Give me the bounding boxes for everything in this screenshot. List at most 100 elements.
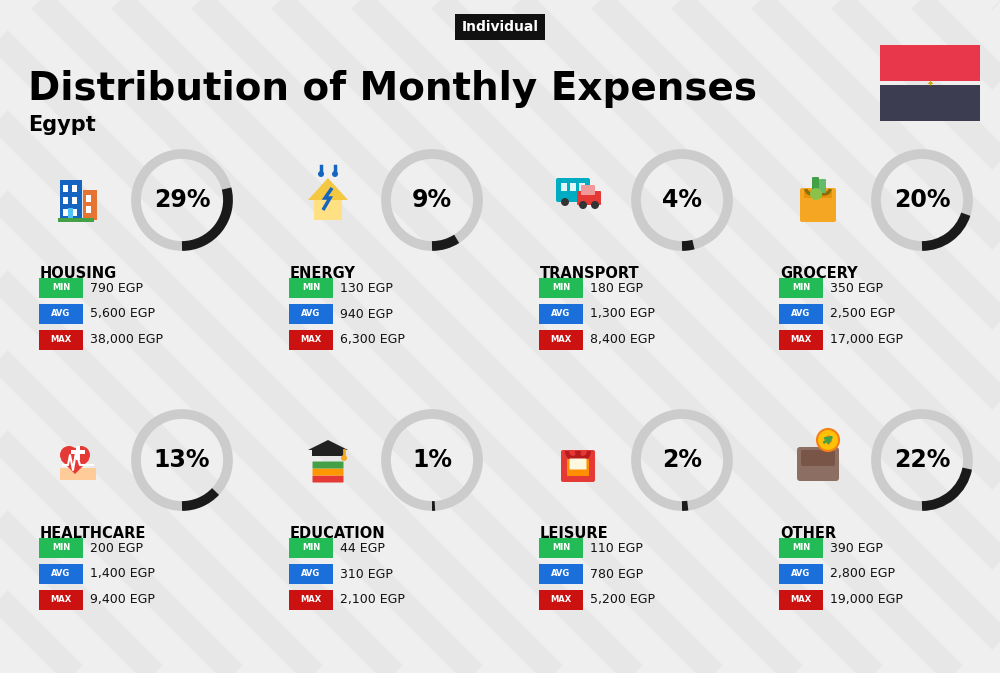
FancyBboxPatch shape bbox=[71, 450, 85, 454]
Text: MIN: MIN bbox=[552, 544, 570, 553]
Text: AVG: AVG bbox=[51, 569, 71, 579]
FancyBboxPatch shape bbox=[819, 179, 826, 193]
FancyBboxPatch shape bbox=[570, 183, 576, 191]
FancyBboxPatch shape bbox=[779, 304, 823, 324]
FancyBboxPatch shape bbox=[779, 330, 823, 350]
FancyBboxPatch shape bbox=[289, 278, 333, 298]
Text: 1,400 EGP: 1,400 EGP bbox=[90, 567, 155, 581]
Text: AVG: AVG bbox=[301, 569, 321, 579]
Text: 22%: 22% bbox=[894, 448, 950, 472]
Circle shape bbox=[72, 446, 90, 464]
FancyBboxPatch shape bbox=[880, 85, 980, 121]
FancyBboxPatch shape bbox=[561, 450, 595, 482]
Text: 44 EGP: 44 EGP bbox=[340, 542, 385, 555]
Text: MAX: MAX bbox=[300, 596, 322, 604]
Circle shape bbox=[332, 171, 338, 177]
FancyBboxPatch shape bbox=[289, 304, 333, 324]
Text: MIN: MIN bbox=[792, 544, 810, 553]
Text: 940 EGP: 940 EGP bbox=[340, 308, 393, 320]
FancyBboxPatch shape bbox=[39, 330, 83, 350]
FancyBboxPatch shape bbox=[312, 468, 344, 476]
Text: 780 EGP: 780 EGP bbox=[590, 567, 643, 581]
Text: AVG: AVG bbox=[791, 310, 811, 318]
Text: AVG: AVG bbox=[551, 310, 571, 318]
Circle shape bbox=[591, 201, 599, 209]
Text: 1,300 EGP: 1,300 EGP bbox=[590, 308, 655, 320]
Text: MIN: MIN bbox=[52, 283, 70, 293]
Text: 2%: 2% bbox=[662, 448, 702, 472]
Text: OTHER: OTHER bbox=[780, 526, 836, 541]
FancyBboxPatch shape bbox=[579, 183, 585, 191]
Text: MAX: MAX bbox=[50, 336, 72, 345]
Circle shape bbox=[341, 455, 347, 461]
Text: 790 EGP: 790 EGP bbox=[90, 281, 143, 295]
Text: MIN: MIN bbox=[792, 283, 810, 293]
Text: AVG: AVG bbox=[301, 310, 321, 318]
FancyBboxPatch shape bbox=[539, 278, 583, 298]
Text: 29%: 29% bbox=[154, 188, 210, 212]
Text: 6,300 EGP: 6,300 EGP bbox=[340, 334, 405, 347]
FancyBboxPatch shape bbox=[289, 590, 333, 610]
Text: MAX: MAX bbox=[550, 596, 572, 604]
FancyBboxPatch shape bbox=[312, 450, 344, 456]
Text: 20%: 20% bbox=[894, 188, 950, 212]
Circle shape bbox=[561, 198, 569, 206]
Text: 1%: 1% bbox=[412, 448, 452, 472]
Text: 5,600 EGP: 5,600 EGP bbox=[90, 308, 155, 320]
Text: $: $ bbox=[824, 435, 832, 445]
Circle shape bbox=[810, 188, 822, 200]
Text: 390 EGP: 390 EGP bbox=[830, 542, 883, 555]
FancyBboxPatch shape bbox=[539, 304, 583, 324]
FancyBboxPatch shape bbox=[39, 538, 83, 558]
FancyBboxPatch shape bbox=[60, 180, 82, 220]
FancyBboxPatch shape bbox=[58, 218, 94, 222]
FancyBboxPatch shape bbox=[804, 190, 832, 198]
Text: ENERGY: ENERGY bbox=[290, 266, 356, 281]
FancyBboxPatch shape bbox=[312, 476, 344, 483]
Text: Distribution of Monthly Expenses: Distribution of Monthly Expenses bbox=[28, 70, 757, 108]
FancyBboxPatch shape bbox=[86, 195, 91, 202]
FancyBboxPatch shape bbox=[289, 538, 333, 558]
FancyBboxPatch shape bbox=[63, 197, 68, 204]
Text: 180 EGP: 180 EGP bbox=[590, 281, 643, 295]
FancyBboxPatch shape bbox=[83, 190, 97, 220]
FancyBboxPatch shape bbox=[801, 450, 835, 466]
FancyBboxPatch shape bbox=[72, 185, 77, 192]
FancyBboxPatch shape bbox=[39, 278, 83, 298]
Text: 17,000 EGP: 17,000 EGP bbox=[830, 334, 903, 347]
Text: 13%: 13% bbox=[154, 448, 210, 472]
Text: 2,500 EGP: 2,500 EGP bbox=[830, 308, 895, 320]
FancyBboxPatch shape bbox=[556, 178, 590, 202]
FancyBboxPatch shape bbox=[314, 200, 342, 220]
Text: TRANSPORT: TRANSPORT bbox=[540, 266, 640, 281]
Polygon shape bbox=[60, 468, 96, 480]
FancyBboxPatch shape bbox=[539, 538, 583, 558]
FancyBboxPatch shape bbox=[567, 459, 589, 476]
Polygon shape bbox=[308, 440, 348, 450]
Text: 8,400 EGP: 8,400 EGP bbox=[590, 334, 655, 347]
Text: 200 EGP: 200 EGP bbox=[90, 542, 143, 555]
FancyBboxPatch shape bbox=[39, 304, 83, 324]
Circle shape bbox=[60, 446, 78, 464]
FancyBboxPatch shape bbox=[72, 197, 77, 204]
Text: 4%: 4% bbox=[662, 188, 702, 212]
Text: ✦: ✦ bbox=[926, 79, 934, 87]
FancyBboxPatch shape bbox=[880, 45, 980, 81]
Circle shape bbox=[817, 429, 839, 451]
FancyBboxPatch shape bbox=[289, 330, 333, 350]
Text: EDUCATION: EDUCATION bbox=[290, 526, 386, 541]
FancyBboxPatch shape bbox=[63, 209, 68, 216]
FancyBboxPatch shape bbox=[570, 458, 586, 470]
Text: MIN: MIN bbox=[302, 283, 320, 293]
FancyBboxPatch shape bbox=[779, 278, 823, 298]
Text: 130 EGP: 130 EGP bbox=[340, 281, 393, 295]
FancyBboxPatch shape bbox=[539, 590, 583, 610]
FancyBboxPatch shape bbox=[312, 462, 344, 468]
FancyBboxPatch shape bbox=[39, 564, 83, 584]
Text: 9%: 9% bbox=[412, 188, 452, 212]
FancyBboxPatch shape bbox=[63, 185, 68, 192]
Text: AVG: AVG bbox=[791, 569, 811, 579]
Text: 38,000 EGP: 38,000 EGP bbox=[90, 334, 163, 347]
FancyBboxPatch shape bbox=[289, 564, 333, 584]
Text: HEALTHCARE: HEALTHCARE bbox=[40, 526, 146, 541]
